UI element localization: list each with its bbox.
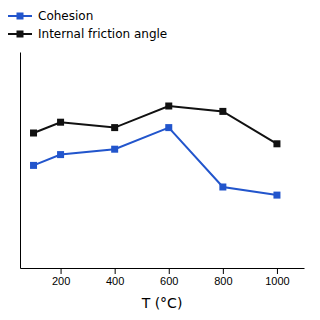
x-tick-mark xyxy=(223,268,224,274)
y-axis xyxy=(20,53,21,269)
x-tick-mark xyxy=(115,268,116,274)
x-tick-label: 1000 xyxy=(265,275,289,287)
x-tick: 400 xyxy=(106,268,124,287)
chart: 200 400 600 800 1000 T (°C) Cohesion Internal f… xyxy=(0,0,320,320)
data-point xyxy=(30,162,37,169)
legend-item: Internal friction angle xyxy=(8,27,167,41)
legend-label: Cohesion xyxy=(38,9,93,23)
marks xyxy=(30,103,280,199)
data-point xyxy=(219,184,226,191)
x-tick-mark xyxy=(61,268,62,274)
x-tick-label: 800 xyxy=(214,275,232,287)
x-tick-label: 200 xyxy=(52,275,70,287)
legend: Cohesion Internal friction angle xyxy=(8,9,167,41)
data-point xyxy=(219,108,226,115)
data-point xyxy=(165,124,172,131)
series-line xyxy=(34,106,277,144)
legend-item: Cohesion xyxy=(8,9,93,23)
x-axis: 200 400 600 800 1000 xyxy=(21,268,305,287)
x-tick-label: 400 xyxy=(106,275,124,287)
y-axis-line xyxy=(20,53,21,269)
data-point xyxy=(273,192,280,199)
legend-label: Internal friction angle xyxy=(38,27,167,41)
x-tick-mark xyxy=(169,268,170,274)
data-point xyxy=(111,124,118,131)
x-tick: 1000 xyxy=(265,268,289,287)
x-tick: 600 xyxy=(160,268,178,287)
x-tick: 800 xyxy=(214,268,232,287)
plot-area: 200 400 600 800 1000 xyxy=(21,53,305,287)
data-point xyxy=(111,146,118,153)
x-axis-line xyxy=(21,268,305,269)
data-point xyxy=(57,119,64,126)
legend-swatch-marker xyxy=(17,13,24,20)
data-point xyxy=(273,140,280,147)
legend-swatch-marker xyxy=(17,31,24,38)
x-tick: 200 xyxy=(52,268,70,287)
x-axis-title: T (°C) xyxy=(141,295,183,311)
data-point xyxy=(30,130,37,137)
x-tick-label: 600 xyxy=(160,275,178,287)
series-line xyxy=(34,128,277,196)
data-point xyxy=(57,151,64,158)
data-point xyxy=(165,103,172,110)
x-tick-mark xyxy=(277,268,278,274)
